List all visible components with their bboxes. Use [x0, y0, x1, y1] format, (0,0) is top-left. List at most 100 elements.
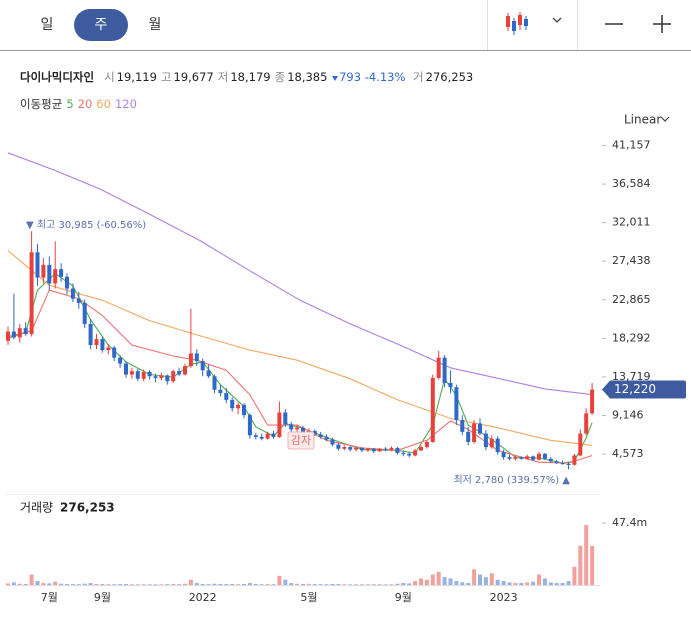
y-tick-label: 27,438 — [612, 254, 651, 267]
candle-body — [82, 302, 87, 324]
volume-bar — [194, 583, 199, 585]
candle-body — [29, 252, 34, 335]
candle-body — [371, 448, 376, 452]
volume-bar — [301, 583, 305, 585]
zoom-in[interactable] — [653, 15, 671, 33]
candle-body — [424, 442, 429, 448]
tab-day[interactable]: 일 — [41, 17, 54, 33]
volume-bar — [94, 583, 99, 585]
candle-body — [147, 372, 152, 377]
candle-body — [584, 413, 589, 434]
volume-bar — [224, 584, 229, 585]
candle-body — [53, 269, 58, 284]
candle-body — [354, 447, 359, 450]
volume-bar — [76, 584, 81, 585]
ma-line — [7, 289, 593, 464]
volume-bar — [212, 583, 217, 585]
x-tick-label: 5월 — [300, 591, 317, 604]
volume-bar — [289, 583, 294, 585]
y-tick-label: 41,157 — [612, 139, 651, 152]
volume-bar — [365, 584, 370, 585]
volume-bar — [171, 583, 176, 585]
candle-body — [454, 387, 459, 421]
volume-bar — [277, 575, 282, 585]
candle-body — [271, 433, 276, 437]
chevron[interactable] — [660, 116, 670, 122]
volume-bar — [147, 584, 152, 585]
volume-bar — [17, 583, 22, 585]
candle-body — [531, 456, 536, 460]
candle-body — [230, 399, 235, 409]
candle-body — [59, 269, 64, 277]
volume-bar — [501, 581, 506, 585]
candle-body — [401, 452, 406, 454]
candle-body — [135, 371, 140, 379]
x-tick-label: 7월 — [41, 591, 58, 604]
volume-bar — [584, 525, 589, 585]
ma-legend-entry: 20 — [77, 97, 93, 111]
candle-body — [348, 447, 353, 450]
candle-body — [301, 427, 305, 433]
candle-body — [265, 433, 270, 439]
volume-bar — [141, 584, 146, 585]
event-marker-bg — [287, 431, 315, 450]
scale-mode[interactable]: Linear — [624, 113, 661, 127]
ma-line — [7, 272, 593, 464]
candle-body — [41, 264, 46, 278]
y-tick-label: 36,584 — [612, 177, 651, 190]
candle-body — [419, 447, 423, 451]
volume-bar — [265, 584, 270, 585]
volume-bar — [324, 584, 329, 585]
volume-bar — [242, 583, 246, 585]
candle-body — [501, 452, 506, 458]
volume-bar — [53, 581, 58, 585]
volume-bar — [23, 583, 28, 585]
quote-label: 고 — [160, 70, 172, 84]
tab-week[interactable]: 주 — [95, 17, 108, 33]
volume-bar — [153, 584, 158, 585]
candle-body — [554, 461, 559, 464]
candle-body — [212, 376, 217, 390]
candle-body — [247, 415, 252, 436]
volume-bar — [371, 584, 376, 585]
candle-body — [519, 457, 524, 459]
volume-bar — [519, 583, 524, 585]
candle-body — [118, 357, 123, 364]
price-tag-label: 12,220 — [614, 382, 656, 396]
tab-month[interactable]: 월 — [149, 17, 162, 33]
ma-legend-entry: 5 — [66, 97, 74, 111]
volume-bar — [430, 574, 435, 585]
chart-type-icon[interactable] — [506, 12, 528, 35]
ma-legend-entry: 120 — [114, 97, 137, 111]
volume-bar — [236, 584, 241, 585]
volume-bar — [318, 584, 323, 585]
volume-bar — [419, 578, 423, 585]
x-tick-label: 9월 — [94, 591, 111, 604]
x-tick-label: 2022 — [189, 591, 217, 604]
candle-body — [413, 450, 418, 456]
high-annotation: ▼ 최고 30,985 (-60.56%) — [26, 219, 146, 231]
volume-bar — [259, 584, 264, 585]
volume-bar — [253, 583, 258, 585]
volume-bar — [283, 579, 288, 585]
volume-bar — [466, 583, 471, 585]
volume-bar — [383, 584, 388, 585]
volume-bar — [424, 579, 429, 585]
candle-body — [165, 375, 170, 382]
candle-body — [17, 328, 22, 338]
ma-line — [7, 250, 593, 446]
candle-body — [312, 431, 317, 435]
quote-value: 18,385 — [287, 70, 328, 84]
volume-bar — [590, 545, 595, 585]
volume-bar — [483, 577, 488, 585]
candle-body — [141, 372, 146, 379]
volume-bar — [306, 583, 311, 585]
candle-body — [566, 463, 571, 465]
candle-body — [442, 357, 447, 383]
candle-body — [289, 424, 294, 430]
chevron[interactable] — [552, 17, 562, 23]
volume-bar — [489, 573, 494, 585]
volume-bar — [6, 583, 10, 585]
candle-body — [218, 389, 223, 394]
